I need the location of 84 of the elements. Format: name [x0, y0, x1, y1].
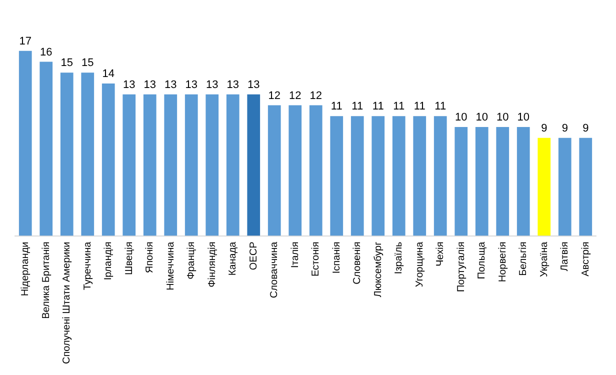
bar	[268, 105, 281, 236]
data-label: 10	[496, 112, 509, 124]
bar	[454, 127, 468, 236]
data-label: 11	[414, 100, 426, 113]
bar	[122, 94, 136, 236]
bar	[184, 94, 198, 236]
data-label: 11	[434, 100, 446, 113]
bar	[372, 116, 385, 236]
bar	[434, 116, 447, 236]
data-label: 9	[582, 122, 589, 134]
data-label: 11	[393, 100, 405, 113]
x-tick-label: Україна	[538, 241, 550, 278]
x-tick-label: Угорщина	[414, 241, 426, 288]
data-label: 10	[476, 112, 488, 124]
x-tick-label: Канада	[228, 241, 239, 276]
x-tick-label: Іспанія	[331, 242, 342, 274]
data-label: 15	[60, 57, 73, 70]
bar	[164, 94, 178, 236]
x-tick-label: Бельгія	[518, 242, 530, 276]
x-tick-label: Ірландія	[103, 242, 114, 280]
bar	[40, 62, 53, 236]
x-tick-label: Німеччина	[165, 241, 176, 290]
data-label: 13	[248, 78, 260, 91]
bar	[538, 138, 551, 236]
data-label: 11	[372, 100, 384, 113]
data-label: 13	[206, 78, 218, 91]
bar	[60, 72, 74, 236]
bar	[350, 116, 364, 236]
x-tick-label: Велика Британія	[40, 242, 52, 319]
bar	[226, 94, 240, 236]
data-label: 11	[352, 100, 364, 113]
x-tick-label: Франція	[186, 242, 198, 280]
data-label: 13	[226, 78, 239, 91]
x-tick-label: Польща	[476, 241, 488, 280]
x-tick-label: Фінляндія	[206, 242, 218, 288]
data-label: 10	[455, 112, 468, 124]
data-label: 13	[185, 78, 198, 91]
bar	[247, 94, 260, 236]
data-label: 15	[82, 57, 94, 70]
data-label: 12	[310, 90, 322, 102]
bar	[475, 127, 488, 236]
bar	[579, 138, 592, 236]
data-label: 9	[562, 122, 568, 134]
data-label: 13	[144, 78, 156, 91]
x-tick-label: Сполучені Штати Америки	[62, 242, 73, 364]
x-tick-label: Ізраїль	[394, 242, 405, 274]
x-tick-label: ОЕСР	[248, 241, 260, 270]
x-tick-label: Португалія	[456, 242, 467, 292]
bar	[18, 50, 32, 236]
x-tick-label: Нідерланди	[20, 242, 32, 296]
data-label: 9	[541, 122, 548, 134]
data-label: 11	[330, 100, 342, 113]
bar	[206, 94, 219, 236]
x-tick-label: Словаччина	[269, 241, 280, 298]
x-tick-label: Люксембург	[372, 241, 384, 298]
x-tick-label: Австрія	[580, 242, 592, 276]
data-label: 14	[102, 68, 114, 80]
x-tick-label: Швеція	[124, 242, 135, 276]
x-tick-label: Японія	[144, 242, 156, 274]
bar	[330, 116, 344, 236]
bar	[558, 138, 572, 236]
data-label: 13	[164, 78, 177, 91]
x-tick-label: Естонія	[310, 242, 322, 277]
bar	[413, 116, 426, 236]
bar	[496, 127, 510, 236]
data-label: 13	[123, 78, 136, 91]
bar	[143, 94, 156, 236]
data-label: 10	[517, 112, 530, 124]
x-tick-label: Туреччина	[82, 241, 94, 290]
data-label: 12	[268, 90, 280, 102]
x-tick-label: Латвія	[560, 242, 571, 272]
data-label: 16	[40, 46, 52, 58]
data-label: 17	[19, 35, 32, 48]
x-tick-label: Словенія	[352, 242, 364, 284]
bar	[309, 105, 322, 236]
x-tick-label: Норвегія	[497, 242, 508, 282]
bar	[102, 84, 115, 236]
bar	[288, 105, 302, 236]
data-label: 12	[289, 90, 302, 102]
bar	[81, 72, 94, 236]
bar	[392, 116, 406, 236]
bar	[516, 127, 530, 236]
x-tick-label: Чехія	[435, 242, 446, 266]
x-tick-label: Італія	[290, 242, 301, 268]
